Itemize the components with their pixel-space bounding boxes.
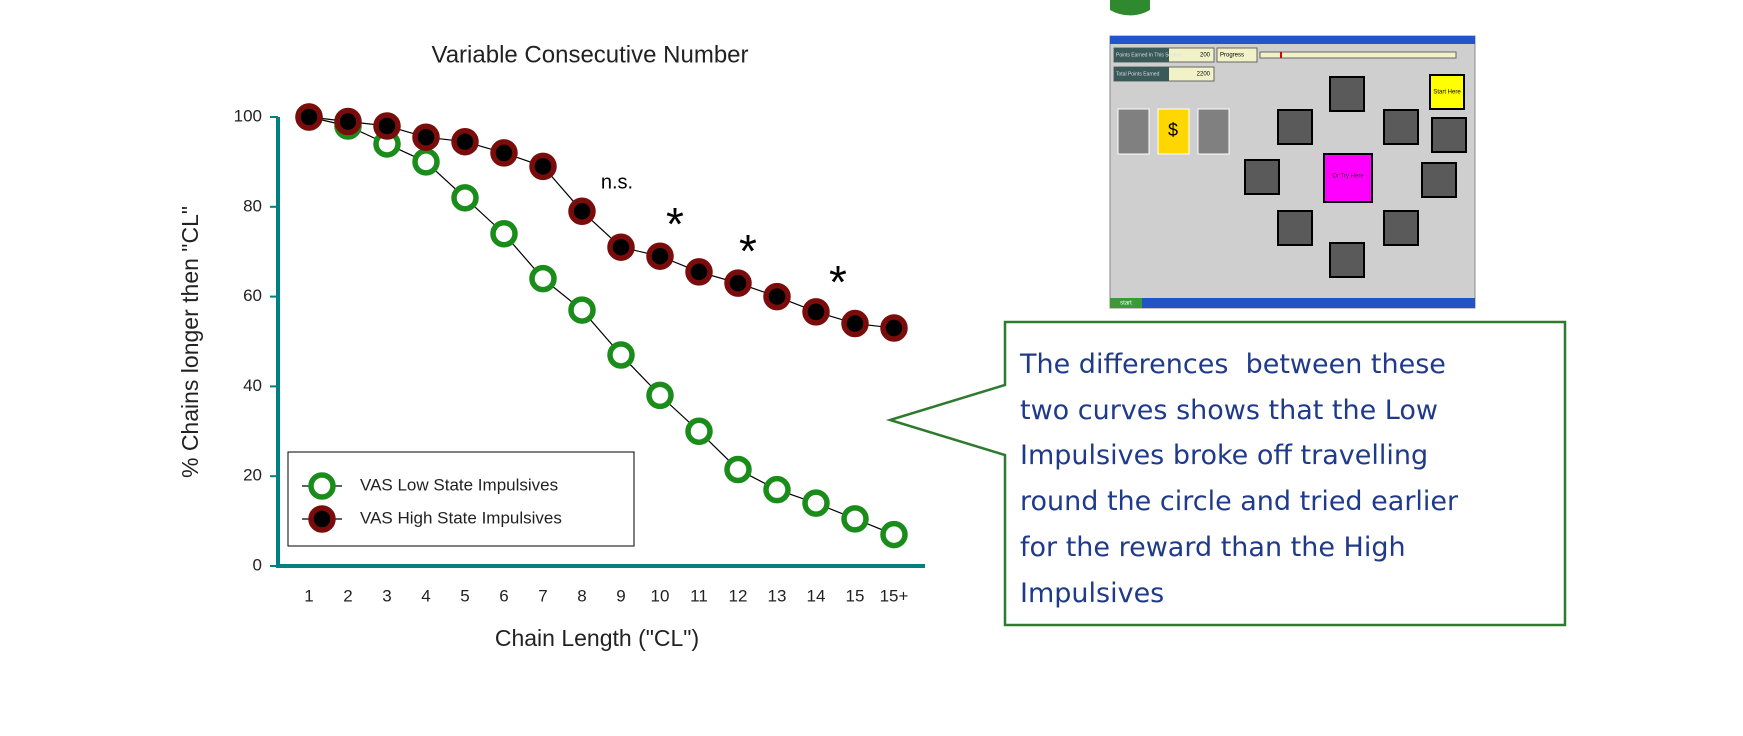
annotation: *: [666, 198, 684, 250]
inset-taskbar-start: start: [1120, 301, 1132, 307]
x-tick-label: 1: [304, 586, 313, 605]
x-tick-label: 7: [538, 586, 547, 605]
data-point: [298, 106, 320, 128]
page: Variable Consecutive Number Chain Length…: [0, 0, 1743, 736]
inset-progress-mark: [1280, 52, 1282, 58]
callout-line: The differences between these: [1020, 342, 1560, 388]
data-point: [805, 301, 827, 323]
y-tick-label: 20: [243, 466, 262, 485]
callout-line: for the reward than the High: [1020, 525, 1560, 571]
callout-line: Impulsives: [1020, 571, 1560, 617]
data-point: [571, 299, 593, 321]
inset-square: [1278, 110, 1312, 144]
x-tick-label: 11: [690, 586, 708, 605]
data-point: [376, 115, 398, 137]
inset-square: [1432, 118, 1466, 152]
data-point: [415, 126, 437, 148]
y-axis-label: % Chains longer then "CL": [177, 206, 203, 478]
y-tick-label: 80: [243, 196, 262, 215]
data-point: [688, 420, 710, 442]
inset-square: [1278, 211, 1312, 245]
x-tick-label: 5: [460, 586, 469, 605]
data-point: [844, 313, 866, 335]
inset-card: [1198, 109, 1229, 154]
inset-value: 200: [1200, 53, 1211, 59]
annotation: n.s.: [601, 171, 633, 193]
x-tick-label: 3: [382, 586, 391, 605]
legend-box: [288, 452, 634, 546]
data-point: [532, 155, 554, 177]
x-tick-label: 13: [768, 586, 787, 605]
inset-start-label: Start Here: [1433, 90, 1461, 96]
inset-label: Points Earned In This Section: [1116, 52, 1182, 58]
inset-square: [1330, 243, 1364, 277]
inset-dollar: $: [1168, 120, 1178, 140]
data-point: [883, 317, 905, 339]
inset-square: [1384, 110, 1418, 144]
inset-try-label: Or Try Here: [1332, 174, 1364, 180]
data-point: [844, 508, 866, 530]
callout-line: two curves shows that the Low: [1020, 388, 1560, 434]
chart-title: Variable Consecutive Number: [431, 41, 748, 68]
x-tick-label: 4: [421, 586, 430, 605]
y-tick-label: 0: [253, 555, 262, 574]
legend-marker: [311, 508, 333, 530]
x-tick-label: 12: [729, 586, 748, 605]
inset-progress: [1260, 52, 1456, 58]
data-point: [727, 458, 749, 480]
data-point: [454, 131, 476, 153]
legend-marker: [311, 475, 333, 497]
x-tick-label: 14: [807, 586, 826, 605]
data-point: [649, 384, 671, 406]
data-point: [454, 187, 476, 209]
inset-titlebar: [1110, 36, 1475, 44]
x-axis-label: Chain Length ("CL"): [495, 625, 699, 651]
data-point: [805, 492, 827, 514]
annotation: *: [829, 256, 847, 308]
data-point: [766, 286, 788, 308]
inset-screenshot: Points Earned In This Section 200 Progre…: [1110, 36, 1475, 308]
inset-square: [1384, 211, 1418, 245]
inset-label: Total Points Earned: [1116, 71, 1160, 77]
data-point: [610, 344, 632, 366]
data-point: [415, 151, 437, 173]
x-tick-label: 8: [577, 586, 586, 605]
data-point: [493, 223, 515, 245]
data-point: [610, 236, 632, 258]
callout-line: round the circle and tried earlier: [1020, 479, 1560, 525]
y-tick-label: 100: [234, 106, 262, 125]
inset-taskbar: [1110, 298, 1475, 308]
y-tick-label: 40: [243, 376, 262, 395]
x-tick-label: 2: [343, 586, 352, 605]
data-point: [337, 110, 359, 132]
y-tick-label: 60: [243, 286, 262, 305]
x-tick-label: 9: [616, 586, 625, 605]
x-tick-label: 15+: [880, 586, 909, 605]
decoration: [1110, 0, 1150, 15]
callout-line: Impulsives broke off travelling: [1020, 433, 1560, 479]
inset-card: [1118, 109, 1149, 154]
inset-square: [1245, 160, 1279, 194]
inset-square: [1422, 163, 1456, 197]
data-point: [883, 524, 905, 546]
x-tick-label: 15: [846, 586, 865, 605]
inset-value: 2200: [1197, 72, 1211, 78]
x-tick-label: 10: [651, 586, 670, 605]
data-point: [571, 200, 593, 222]
data-point: [532, 268, 554, 290]
data-point: [688, 261, 710, 283]
data-point: [493, 142, 515, 164]
legend-label: VAS Low State Impulsives: [360, 475, 558, 494]
annotation: *: [739, 225, 757, 277]
x-tick-label: 6: [499, 586, 508, 605]
inset-square: [1330, 77, 1364, 111]
inset-label: Progress: [1220, 53, 1244, 59]
legend-label: VAS High State Impulsives: [360, 508, 562, 527]
data-point: [766, 479, 788, 501]
